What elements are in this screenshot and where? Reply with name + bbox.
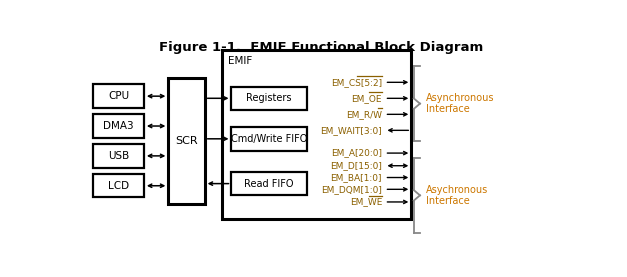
Text: LCD: LCD <box>108 181 129 191</box>
Text: EM_A[20:0]: EM_A[20:0] <box>331 148 382 158</box>
Text: EM_WE: EM_WE <box>350 198 382 206</box>
Text: USB: USB <box>108 151 129 161</box>
Bar <box>222 50 411 219</box>
Text: Asynchronous
Interface: Asynchronous Interface <box>426 93 494 114</box>
Bar <box>231 127 307 151</box>
Bar <box>168 78 204 204</box>
Text: EMIF: EMIF <box>228 56 252 66</box>
Bar <box>93 174 144 198</box>
Text: EM_R/W: EM_R/W <box>346 110 382 119</box>
Bar <box>93 114 144 138</box>
Text: Figure 1-1.  EMIF Functional Block Diagram: Figure 1-1. EMIF Functional Block Diagra… <box>159 41 483 54</box>
Text: EM_CS[5:2]: EM_CS[5:2] <box>331 78 382 87</box>
Bar <box>231 172 307 195</box>
Text: EM_BA[1:0]: EM_BA[1:0] <box>330 173 382 182</box>
Bar <box>93 84 144 108</box>
Text: Asychronous
Interface: Asychronous Interface <box>426 184 488 206</box>
Text: CPU: CPU <box>108 91 129 101</box>
Bar <box>231 87 307 110</box>
Text: EM_D[15:0]: EM_D[15:0] <box>330 161 382 170</box>
Text: DMA3: DMA3 <box>103 121 134 131</box>
Text: EM_WAIT[3:0]: EM_WAIT[3:0] <box>320 126 382 135</box>
Text: SCR: SCR <box>175 136 198 146</box>
Text: Cmd/Write FIFO: Cmd/Write FIFO <box>231 134 307 144</box>
Text: Registers: Registers <box>246 93 292 103</box>
Text: EM_OE: EM_OE <box>352 94 382 103</box>
Bar <box>93 144 144 168</box>
Text: Read FIFO: Read FIFO <box>245 179 294 189</box>
Text: EM_DQM[1:0]: EM_DQM[1:0] <box>321 185 382 194</box>
